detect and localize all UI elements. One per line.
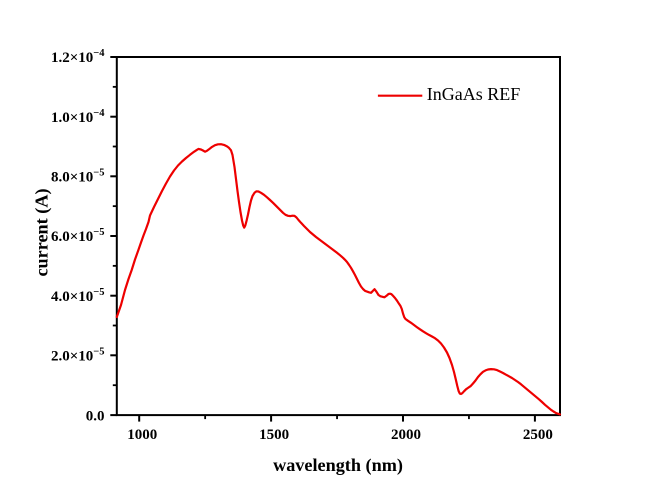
- svg-text:1500: 1500: [259, 427, 289, 443]
- svg-text:0.0: 0.0: [86, 408, 105, 424]
- svg-text:current (A): current (A): [32, 188, 53, 276]
- svg-text:2.0×10−5: 2.0×10−5: [51, 347, 105, 365]
- svg-text:wavelength (nm): wavelength (nm): [273, 455, 403, 476]
- svg-text:1000: 1000: [127, 427, 157, 443]
- svg-text:1.0×10−4: 1.0×10−4: [51, 108, 105, 126]
- svg-text:6.0×10−5: 6.0×10−5: [51, 227, 105, 245]
- svg-text:1.2×10−4: 1.2×10−4: [51, 48, 105, 66]
- svg-text:2000: 2000: [391, 427, 421, 443]
- svg-text:8.0×10−5: 8.0×10−5: [51, 168, 105, 186]
- svg-text:2500: 2500: [523, 427, 553, 443]
- svg-text:InGaAs REF: InGaAs REF: [427, 84, 521, 104]
- svg-text:4.0×10−5: 4.0×10−5: [51, 287, 105, 305]
